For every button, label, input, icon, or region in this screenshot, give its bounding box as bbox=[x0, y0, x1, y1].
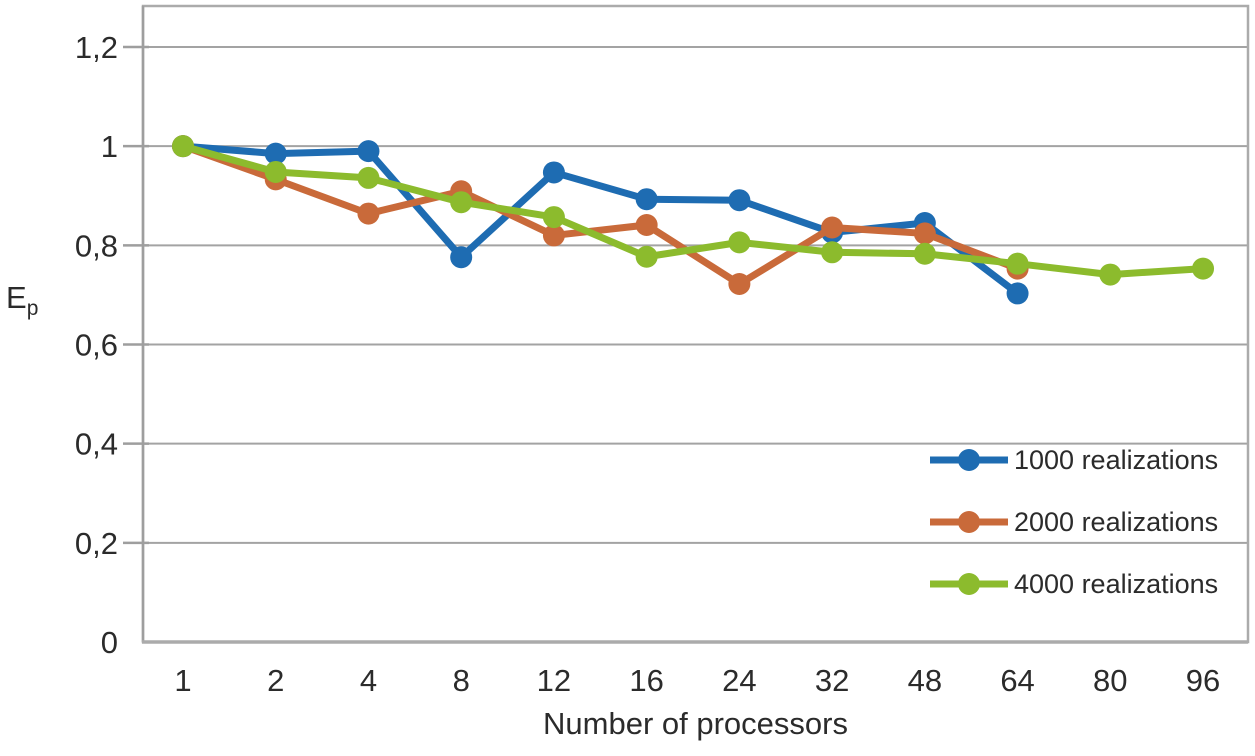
data-point bbox=[635, 245, 658, 268]
legend-label: 2000 realizations bbox=[1014, 507, 1218, 537]
y-tick-label: 0 bbox=[101, 625, 118, 660]
data-point bbox=[635, 188, 658, 211]
data-point bbox=[1006, 252, 1029, 275]
y-tick-label: 1 bbox=[101, 129, 118, 164]
x-tick-label: 12 bbox=[537, 663, 571, 698]
data-point bbox=[450, 191, 473, 214]
x-tick-label: 80 bbox=[1093, 663, 1127, 698]
x-axis-title: Number of processors bbox=[543, 706, 848, 741]
y-tick-label: 0,8 bbox=[75, 228, 118, 263]
y-tick-label: 0,6 bbox=[75, 328, 118, 363]
data-point bbox=[357, 166, 380, 189]
data-point bbox=[264, 142, 287, 165]
x-tick-label: 96 bbox=[1186, 663, 1220, 698]
data-point bbox=[1006, 282, 1029, 305]
y-axis-title-subscript: p bbox=[26, 297, 39, 321]
data-point bbox=[728, 273, 751, 296]
legend-marker-dot bbox=[958, 449, 980, 471]
legend-marker-dot bbox=[958, 573, 980, 595]
data-point bbox=[542, 224, 565, 247]
data-point bbox=[821, 241, 844, 264]
series-line-2000-realizations bbox=[179, 142, 1022, 288]
data-point bbox=[542, 161, 565, 184]
legend-marker-dot bbox=[958, 511, 980, 533]
y-axis-title: Ep bbox=[6, 280, 38, 321]
data-point bbox=[264, 160, 287, 183]
x-tick-label: 32 bbox=[815, 663, 849, 698]
data-point bbox=[728, 231, 751, 254]
data-point bbox=[357, 140, 380, 163]
data-point bbox=[913, 222, 936, 245]
data-point bbox=[357, 202, 380, 225]
plot-border bbox=[141, 4, 1250, 644]
series-line-1000-realizations bbox=[179, 142, 1022, 297]
y-tick-label: 0,4 bbox=[75, 427, 118, 462]
x-tick-label: 2 bbox=[267, 663, 284, 698]
legend-label: 4000 realizations bbox=[1014, 569, 1218, 599]
x-tick-label: 8 bbox=[453, 663, 470, 698]
x-tick-label: 1 bbox=[174, 663, 191, 698]
data-point bbox=[821, 216, 844, 239]
x-tick-label: 24 bbox=[722, 663, 756, 698]
data-point bbox=[450, 246, 473, 269]
legend-label: 1000 realizations bbox=[1014, 445, 1218, 475]
y-tick-label: 0,2 bbox=[75, 526, 118, 561]
x-tick-label: 64 bbox=[1000, 663, 1034, 698]
data-point bbox=[635, 214, 658, 237]
data-point bbox=[913, 242, 936, 265]
y-tick-label: 1,2 bbox=[75, 30, 118, 65]
data-point bbox=[1099, 263, 1122, 286]
series-line-4000-realizations bbox=[179, 142, 1207, 279]
x-tick-label: 16 bbox=[629, 663, 663, 698]
data-point bbox=[728, 189, 751, 212]
x-tick-label: 48 bbox=[908, 663, 942, 698]
y-axis-title-main: E bbox=[6, 280, 27, 315]
data-point bbox=[542, 206, 565, 229]
x-tick-label: 4 bbox=[360, 663, 377, 698]
data-point bbox=[172, 135, 194, 158]
data-point bbox=[1192, 257, 1215, 280]
